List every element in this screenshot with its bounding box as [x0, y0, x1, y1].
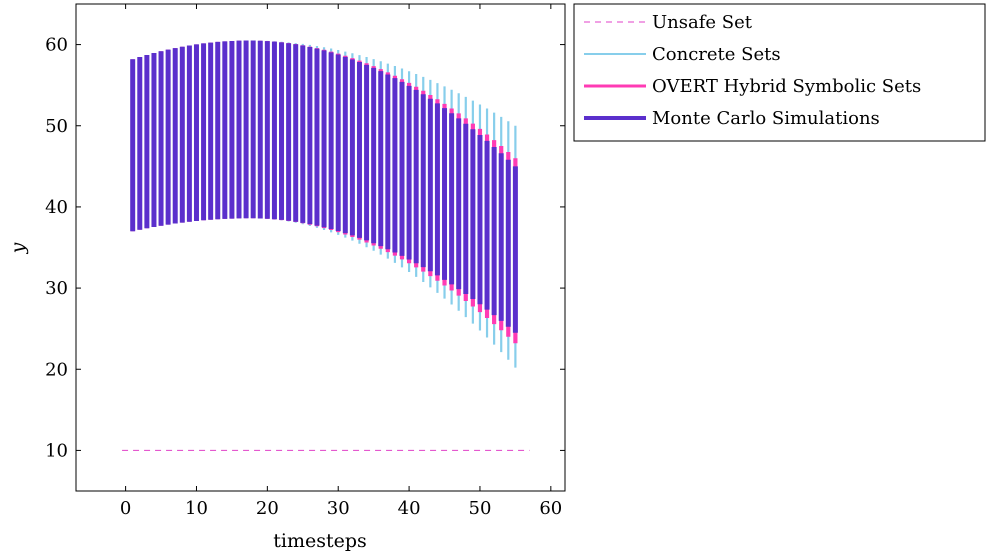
y-tick-label: 30 — [45, 278, 68, 299]
legend-entry: Concrete Sets — [584, 44, 781, 65]
legend-label: Monte Carlo Simulations — [652, 108, 880, 129]
legend-entry: Unsafe Set — [584, 12, 753, 33]
y-tick-label: 40 — [45, 197, 68, 218]
series-3 — [130, 40, 518, 333]
x-tick-label: 50 — [469, 498, 492, 519]
y-axis-label: y — [7, 242, 29, 254]
y-tick-label: 10 — [45, 440, 68, 461]
x-tick-label: 10 — [185, 498, 208, 519]
y-tick-label: 60 — [45, 35, 68, 56]
x-tick-label: 60 — [539, 498, 562, 519]
legend-label: OVERT Hybrid Symbolic Sets — [652, 76, 921, 97]
x-tick-label: 20 — [256, 498, 279, 519]
legend: Unsafe Set Concrete Sets OVERT Hybrid Symb… — [573, 3, 986, 142]
x-tick-label: 30 — [327, 498, 350, 519]
x-tick-label: 0 — [120, 498, 131, 519]
legend-items: Unsafe Set Concrete Sets OVERT Hybrid Symb… — [584, 12, 921, 129]
axis-ticks: 0 10 20 30 40 50 60 10 20 30 40 50 60 — [45, 4, 565, 519]
y-tick-label: 20 — [45, 359, 68, 380]
chart-marks — [122, 40, 530, 451]
legend-entry: Monte Carlo Simulations — [584, 108, 880, 129]
x-axis-label: timesteps — [273, 530, 367, 552]
x-tick-label: 40 — [398, 498, 421, 519]
legend-label: Concrete Sets — [652, 44, 781, 65]
legend-label: Unsafe Set — [652, 12, 753, 33]
plot-frame — [75, 3, 566, 492]
legend-entry: OVERT Hybrid Symbolic Sets — [584, 76, 921, 97]
y-tick-label: 50 — [45, 116, 68, 137]
